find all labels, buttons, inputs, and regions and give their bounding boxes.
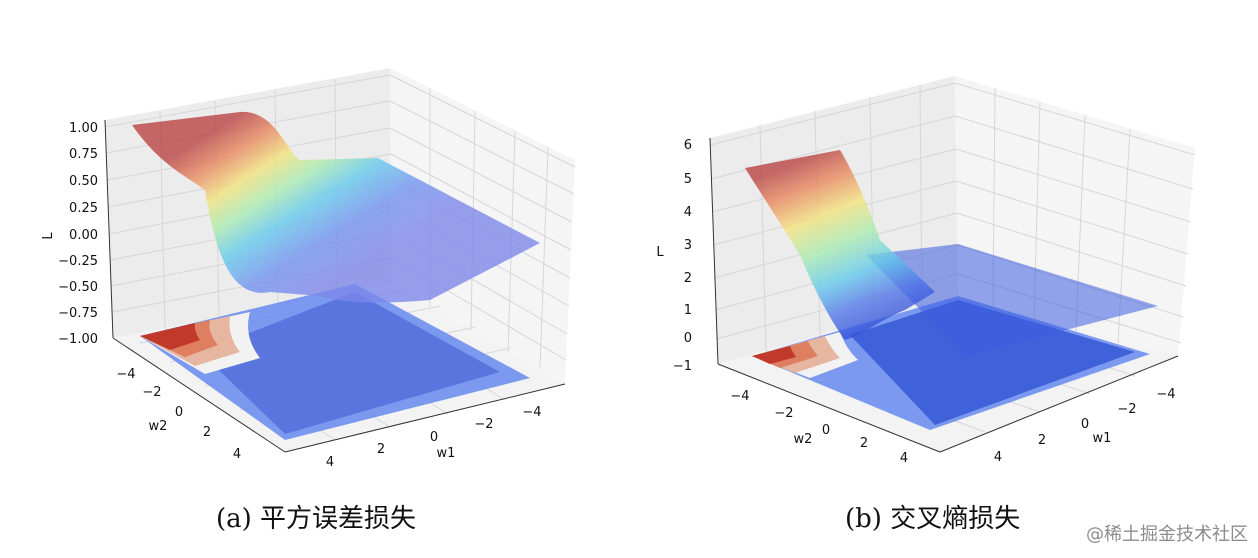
panel-a-z-tick: 1.00: [69, 121, 98, 136]
panel-a-z-tick: 0.25: [69, 201, 98, 216]
panel-a-w2-ticks: −4 −2 0 2 4: [116, 367, 241, 462]
panel-b-z-tick: 1: [684, 303, 692, 318]
panel-b-surface: [745, 150, 935, 340]
panel-a-w2-tick: 0: [175, 405, 183, 420]
panel-a-w2-tick: 4: [233, 447, 241, 462]
panel-a-w2-tick: −4: [116, 367, 135, 382]
panel-b-z-tick: 4: [684, 205, 692, 220]
panel-b-z-tick: −1: [673, 359, 692, 374]
panel-b-z-tick: 3: [684, 238, 692, 253]
panel-b-w2-tick: −4: [730, 389, 749, 404]
panel-a-square-error-loss: 1.00 0.75 0.50 0.25 0.00 −0.25 −0.50 −0.…: [41, 68, 576, 470]
panel-a-z-tick: −0.50: [58, 280, 98, 295]
watermark: @稀土掘金技术社区: [1086, 524, 1248, 545]
panel-a-w2-tick: 2: [203, 425, 211, 440]
panel-a-z-tick: 0.00: [69, 228, 98, 243]
panel-a-z-label: L: [41, 232, 56, 240]
panel-b-w2-tick: −2: [774, 406, 793, 421]
panel-b-w1-tick: −4: [1156, 387, 1175, 402]
panel-b-z-tick: 5: [684, 172, 692, 187]
caption-a: (a) 平方误差损失: [216, 504, 417, 534]
panel-b-w1-label: w1: [1093, 431, 1112, 446]
panel-a-z-tick: 0.75: [69, 147, 98, 162]
panel-b-w2-ticks: −4 −2 0 2 4: [730, 389, 908, 466]
panel-a-w2-tick: −2: [142, 385, 161, 400]
panel-a-z-tick: −0.25: [58, 254, 98, 269]
panel-b-z-tick: 2: [684, 271, 692, 286]
panel-a-w1-tick: −2: [474, 417, 493, 432]
panel-b-w1-tick: 2: [1038, 433, 1046, 448]
panel-b-w1-ticks: 4 2 0 −2 −4: [994, 387, 1176, 465]
panel-a-contour-floor: [140, 284, 530, 440]
panel-b-w2-tick: 2: [860, 436, 868, 451]
caption-b: (b) 交叉熵损失: [845, 504, 1021, 534]
panel-a-axes: [104, 119, 566, 453]
panel-b-z-tick: 6: [684, 138, 692, 153]
panel-b-z-ticks: 6 5 4 3 2 1 0 −1: [673, 138, 692, 374]
panel-a-w1-ticks: 4 2 0 −2 −4: [326, 405, 542, 470]
panel-b-z-label: L: [656, 245, 664, 260]
panel-a-z-tick: −0.75: [58, 306, 98, 321]
panel-a-z-tick: −1.00: [58, 332, 98, 347]
panel-b-z-tick: 0: [684, 331, 692, 346]
panel-b-w2-tick: 4: [900, 451, 908, 466]
panel-a-z-tick: 0.50: [69, 174, 98, 189]
panel-b-axes: [709, 137, 1179, 453]
panel-a-w1-tick: 4: [326, 455, 334, 470]
panel-a-surface: [132, 111, 540, 303]
panel-a-w1-tick: 0: [430, 430, 438, 445]
panel-a-w2-label: w2: [149, 419, 168, 434]
panel-a-z-ticks: 1.00 0.75 0.50 0.25 0.00 −0.25 −0.50 −0.…: [58, 121, 98, 347]
panel-a-w1-tick: −4: [522, 405, 541, 420]
panel-b-w2-label: w2: [794, 432, 813, 447]
panel-b-w1-tick: 4: [994, 450, 1002, 465]
panel-a-w1-tick: 2: [377, 442, 385, 457]
panel-b-w1-tick: −2: [1117, 402, 1136, 417]
panel-b-w2-tick: 0: [822, 423, 830, 438]
panel-b-surface-low: [866, 244, 1158, 356]
panel-b-cross-entropy-loss: 6 5 4 3 2 1 0 −1 L −4 −2 0 2 4 w2 4 2 0 …: [656, 76, 1196, 466]
panel-b-w1-tick: 0: [1081, 417, 1089, 432]
panel-a-w1-label: w1: [437, 446, 456, 461]
